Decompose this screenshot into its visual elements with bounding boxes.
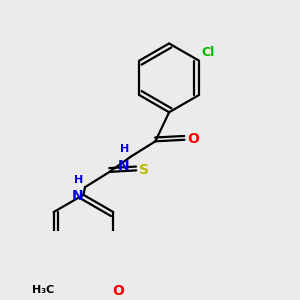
Text: N: N [72,190,83,203]
Text: H: H [74,175,83,185]
Text: H₃C: H₃C [32,285,54,296]
Text: Cl: Cl [201,46,214,59]
Text: H: H [120,144,129,154]
Text: O: O [112,284,124,298]
Text: N: N [118,159,129,173]
Text: O: O [188,132,199,146]
Text: S: S [139,164,148,177]
